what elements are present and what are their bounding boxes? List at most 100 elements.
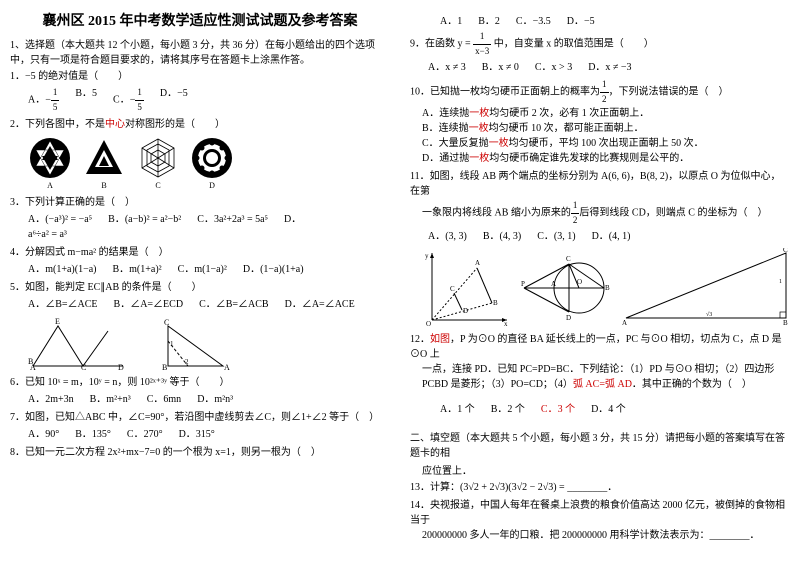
q3-optC: C．3a²+2a³ = 5a⁵ [197, 212, 268, 227]
q11-optB: B．(4, 3) [483, 229, 521, 244]
svg-text:O: O [577, 278, 582, 286]
q1-optA: A．−15 [28, 86, 59, 114]
svg-text:y: y [425, 252, 429, 260]
q14: 14．央视报道，中国人每年在餐桌上浪费的粮食价值高达 2000 亿元，被倒掉的食… [410, 498, 790, 543]
q12: 12．如图，P 为⊙O 的直径 BA 延长线上的一点，PC 与⊙O 相切，切点为… [410, 332, 790, 417]
q10-optA: A．连续抛一枚均匀硬币 2 次，必有 1 次正面朝上． [422, 106, 790, 121]
q8-optD: D．−5 [567, 12, 595, 27]
page-title: 襄州区 2015 年中考数学适应性测试试题及参考答案 [10, 10, 390, 30]
q8-opts: A．1 B．2 C．−3.5 D．−5 [440, 12, 790, 27]
svg-text:C: C [450, 285, 455, 293]
q7-optD: D．315° [179, 427, 215, 442]
q11-optC: C．(3, 1) [537, 229, 575, 244]
svg-text:A: A [475, 259, 480, 267]
q6: 6．已知 10ˣ = m，10ʸ = n，则 10²ˣ⁺³ʸ 等于（ ） A．2… [10, 375, 390, 407]
q11-stem: 11．如图，线段 AB 两个端点的坐标分别为 A(6, 6)，B(8, 2)，以… [410, 171, 780, 197]
q9-optB: B．x ≠ 0 [482, 60, 519, 75]
shape-C: C [136, 136, 180, 192]
hexagram-icon [28, 136, 72, 180]
svg-text:2: 2 [185, 358, 189, 366]
q5-optB: B．∠A=∠ECD [114, 297, 184, 312]
q9-optC: C．x > 3 [535, 60, 572, 75]
q10-optC: C．大量反复抛一枚均匀硬币，平均 100 次出现正面朝上 50 次． [422, 136, 790, 151]
q5-triangle-icon: E A B C D [28, 316, 128, 371]
svg-text:E: E [55, 317, 60, 326]
svg-text:√3: √3 [706, 311, 712, 318]
q7-optA: A．90° [28, 427, 59, 442]
q6-optD: D．m²n³ [197, 392, 233, 407]
q10-stem: 10．已知抛一枚均匀硬币正面朝上的概率为 [410, 86, 600, 97]
q2: 2．下列各图中，不是中心对称图形的是（ ） A [10, 117, 390, 192]
q5-figures: E A B C D C B A 1 2 [28, 316, 390, 371]
q10-optD: D．通过抛一枚均匀硬币确定谁先发球的比赛规则是公平的． [422, 151, 790, 166]
q13: 13．计算：(3√2 + 2√3)(3√2 − 2√3) = ________． [410, 480, 790, 495]
left-column: 襄州区 2015 年中考数学适应性测试试题及参考答案 1、选择题（本大题共 12… [10, 10, 390, 546]
shape-B: B [82, 136, 126, 192]
q9-stem: 9．在函数 y = [410, 38, 473, 49]
q11: 11．如图，线段 AB 两个端点的坐标分别为 A(6, 6)，B(8, 2)，以… [410, 169, 790, 328]
svg-text:C: C [566, 255, 571, 263]
svg-text:P: P [521, 280, 525, 288]
q12-optA: A．1 个 [440, 402, 475, 417]
q5-stem: 5．如图，能判定 EC∥AB 的条件是（ ） [10, 282, 202, 293]
q2-red: 中心 [105, 119, 125, 130]
q3-optD: D． [284, 212, 301, 227]
q7-cut-triangle-icon: C B A 1 2 [158, 316, 238, 371]
q12-optD: D．4 个 [591, 402, 626, 417]
q3: 3．下列计算正确的是（ ） A．(−a³)² = −a⁵ B．(a−b)² = … [10, 195, 390, 242]
q1-optC: C．−15 [113, 86, 144, 114]
svg-text:D: D [566, 314, 571, 322]
q1: 1．−5 的绝对值是（ ） A．−15 B．5 C．−15 D．−5 [10, 69, 390, 114]
q6-stem: 6．已知 10ˣ = m，10ʸ = n，则 10²ˣ⁺³ʸ 等于（ ） [10, 377, 230, 388]
q4-optA: A．m(1+a)(1−a) [28, 262, 96, 277]
q8-optB: B．2 [478, 12, 500, 27]
web-hexagon-icon [136, 136, 180, 180]
q10: 10．已知抛一枚均匀硬币正面朝上的概率为12，下列说法错误的是（ ） A．连续抛… [410, 78, 790, 166]
q4: 4．分解因式 m−ma² 的结果是（ ） A．m(1+a)(1−a) B．m(1… [10, 245, 390, 277]
q2-shapes: A B [28, 136, 390, 192]
q6-optA: A．2m+3n [28, 392, 74, 407]
q3-optA: A．(−a³)² = −a⁵ [28, 212, 92, 227]
right-column: A．1 B．2 C．−3.5 D．−5 9．在函数 y = 1x−3 中，自变量… [410, 10, 790, 546]
svg-text:O: O [426, 320, 431, 328]
q6-optC: C．6mn [147, 392, 181, 407]
q12-red: 如图 [430, 334, 450, 345]
q9: 9．在函数 y = 1x−3 中，自变量 x 的取值范围是（ ） A．x ≠ 3… [410, 30, 790, 75]
q3-optB: B．(a−b)² = a²−b² [108, 212, 181, 227]
right-triangle-icon: C A B 1 √3 [621, 248, 790, 328]
svg-text:D: D [118, 363, 124, 371]
q1-stem: 1．−5 的绝对值是（ ） [10, 71, 128, 82]
q4-stem: 4．分解因式 m−ma² 的结果是（ ） [10, 247, 169, 258]
shape-D: D [190, 136, 234, 192]
svg-text:1: 1 [779, 279, 782, 285]
q1-optB: B．5 [75, 86, 97, 114]
q11-optA: A．(3, 3) [428, 229, 467, 244]
svg-text:B: B [783, 319, 788, 327]
section2-head: 二、填空题（本大题共 5 个小题，每小题 3 分，共 15 分）请把每小题的答案… [410, 429, 790, 459]
svg-text:A: A [622, 319, 627, 327]
q8: 8．已知一元二次方程 2x²+mx−7=0 的一个根为 x=1，则另一根为（ ） [10, 445, 390, 460]
q8-optC: C．−3.5 [516, 12, 551, 27]
svg-text:1: 1 [170, 340, 174, 348]
q4-optB: B．m(1+a)² [112, 262, 161, 277]
triangle-icon [82, 136, 126, 180]
q3-stem: 3．下列计算正确的是（ ） [10, 197, 135, 208]
q12-optB: B．2 个 [491, 402, 525, 417]
q7-optB: B．135° [75, 427, 111, 442]
svg-text:B: B [605, 284, 610, 292]
section1-head: 1、选择题（本大题共 12 个小题，每小题 3 分，共 36 分）在每小题给出的… [10, 36, 390, 66]
ring-pattern-icon [190, 136, 234, 180]
q6-optB: B．m²+n³ [90, 392, 131, 407]
q9-optD: D．x ≠ −3 [588, 60, 631, 75]
q2-stem: 2．下列各图中，不是 [10, 119, 105, 130]
svg-text:A: A [224, 363, 230, 371]
q3-optD2: a⁶÷a² = a³ [28, 227, 390, 242]
shape-A: A [28, 136, 72, 192]
svg-text:D: D [463, 307, 468, 315]
section2-head2: 应位置上． [422, 462, 790, 477]
q11-q12-figures: A B C D O x y P C [422, 248, 790, 328]
svg-text:C: C [81, 363, 86, 371]
q7: 7．如图，已知△ABC 中，∠C=90°，若沿图中虚线剪去∠C，则∠1+∠2 等… [10, 410, 390, 442]
svg-text:B: B [162, 363, 167, 371]
q4-optD: D．(1−a)(1+a) [243, 262, 304, 277]
